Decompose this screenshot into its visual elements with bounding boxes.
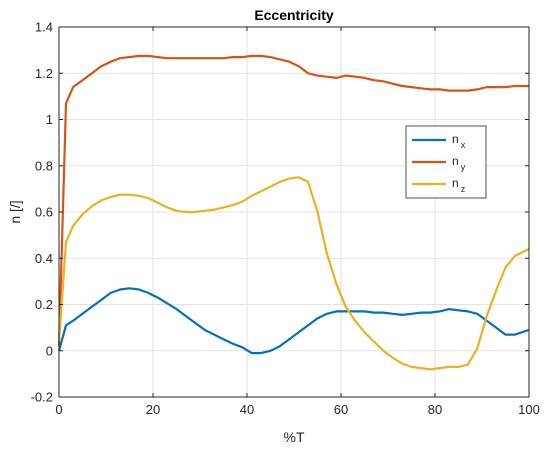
y-tick-label-7: 1.2 bbox=[35, 66, 53, 81]
legend: n x n y n z bbox=[405, 125, 487, 199]
x-tick-label-5: 100 bbox=[518, 402, 540, 417]
series-line-ny bbox=[57, 54, 529, 347]
series-line-nx bbox=[57, 287, 530, 355]
series-line-nz bbox=[57, 176, 530, 371]
series-lines bbox=[57, 54, 530, 371]
axes bbox=[58, 26, 530, 398]
y-tick-label-5: 0.8 bbox=[35, 158, 53, 173]
y-tick-label-0: -0.2 bbox=[31, 390, 53, 405]
y-tick-label-6: 1 bbox=[46, 112, 53, 127]
x-tick-label-2: 40 bbox=[240, 402, 254, 417]
y-axis-label: n [/] bbox=[7, 200, 23, 223]
chart-title: Eccentricity bbox=[254, 7, 334, 23]
x-axis-label: %T bbox=[284, 429, 305, 445]
y-tick-label-4: 0.6 bbox=[35, 205, 53, 220]
tick-labels: 0 20 40 60 80 100-0.200.20.40.60.811.21.4 bbox=[31, 20, 540, 418]
y-tick-label-8: 1.4 bbox=[35, 20, 53, 35]
x-tick-label-1: 20 bbox=[146, 402, 160, 417]
x-tick-label-0: 0 bbox=[55, 402, 62, 417]
x-tick-label-3: 60 bbox=[334, 402, 348, 417]
x-tick-label-4: 80 bbox=[428, 402, 442, 417]
y-tick-label-2: 0.2 bbox=[35, 297, 53, 312]
y-tick-label-3: 0.4 bbox=[35, 251, 53, 266]
y-tick-label-1: 0 bbox=[46, 343, 53, 358]
